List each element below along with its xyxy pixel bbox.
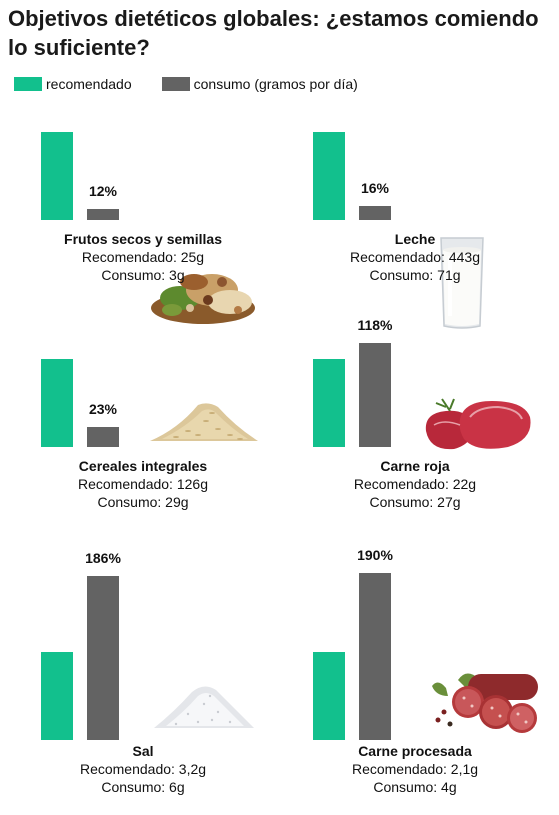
panel-label: Carne roja Recomendado: 22g Consumo: 27g [280, 457, 550, 511]
panel-label: Sal Recomendado: 3,2g Consumo: 6g [8, 742, 278, 796]
legend-label-recommended: recomendado [46, 76, 132, 92]
panel-carne-roja: 118% Carne roja Recomendado: 22g Consumo… [280, 317, 550, 595]
pct-label: 186% [85, 550, 121, 567]
panel-carne-procesada: 190% Carne procesada Recomendado: 2,1g C… [280, 546, 550, 810]
sausage-icon [432, 673, 538, 733]
consumption-text: Consumo: 71g [369, 267, 461, 283]
legend-item-recommended: recomendado [14, 76, 132, 92]
panel-leche: 16% Leche Recomendado: 443g Consumo: 71g [280, 108, 550, 368]
bar-consumption [87, 426, 119, 447]
food-name: Carne roja [380, 458, 450, 474]
panel-label: Frutos secos y semillas Recomendado: 25g… [8, 230, 278, 284]
legend-swatch-recommended [14, 77, 42, 91]
panel-cereales: 23% Cereales integrales Recomendado: 126… [8, 335, 278, 595]
bar-consumption [359, 572, 391, 740]
legend: recomendado consumo (gramos por día) [14, 74, 388, 94]
recommended-text: Recomendado: 25g [81, 249, 205, 265]
legend-item-consumption: consumo (gramos por día) [161, 76, 358, 92]
bar-consumption [359, 343, 391, 447]
bar-recommended [313, 359, 345, 447]
panel-label: Leche Recomendado: 443g Consumo: 71g [280, 230, 550, 284]
salt-pile-icon [154, 686, 254, 728]
pct-label: 190% [357, 546, 393, 563]
nuts-icon [151, 274, 255, 324]
consumption-text: Consumo: 27g [369, 494, 461, 510]
recommended-text: Recomendado: 3,2g [79, 761, 207, 777]
pct-label: 118% [357, 317, 393, 334]
panel-label: Carne procesada Recomendado: 2,1g Consum… [280, 742, 550, 796]
recommended-text: Recomendado: 22g [353, 476, 477, 492]
consumption-text: Consumo: 29g [97, 494, 189, 510]
legend-label-consumption: consumo (gramos por día) [193, 76, 358, 92]
bar-recommended [313, 132, 345, 220]
recommended-text: Recomendado: 126g [78, 476, 208, 492]
recommended-text: Recomendado: 443g [350, 249, 480, 265]
pct-label: 16% [360, 179, 390, 196]
bar-recommended [313, 652, 345, 740]
bar-recommended [41, 652, 73, 740]
food-name: Sal [132, 743, 154, 759]
bar-consumption [87, 576, 119, 740]
grain-pile-icon [150, 403, 258, 441]
pct-label: 12% [88, 183, 118, 200]
panel-label: Cereales integrales Recomendado: 126g Co… [8, 457, 278, 511]
pct-label: 23% [88, 400, 118, 417]
food-name: Frutos secos y semillas [64, 231, 222, 247]
bar-consumption [359, 205, 391, 220]
food-name: Leche [394, 231, 436, 247]
panel-frutos-secos: 12% Frutos secos y semillas Recomendado:… [8, 108, 278, 368]
consumption-text: Consumo: 6g [101, 779, 185, 795]
bar-consumption [87, 209, 119, 220]
milk-glass-icon [440, 237, 484, 329]
panel-sal: 186% Sal Recomendado: 3,2g Consumo: 6g [8, 550, 278, 810]
bar-recommended [41, 359, 73, 447]
consumption-text: Consumo: 3g [101, 267, 185, 283]
food-name: Carne procesada [358, 743, 472, 759]
bar-recommended [41, 132, 73, 220]
chart-title: Objetivos dietéticos globales: ¿estamos … [8, 6, 539, 60]
consumption-text: Consumo: 4g [373, 779, 457, 795]
red-meat-icon [425, 398, 531, 450]
legend-swatch-consumption [161, 77, 190, 91]
recommended-text: Recomendado: 2,1g [351, 761, 479, 777]
food-name: Cereales integrales [78, 458, 208, 474]
